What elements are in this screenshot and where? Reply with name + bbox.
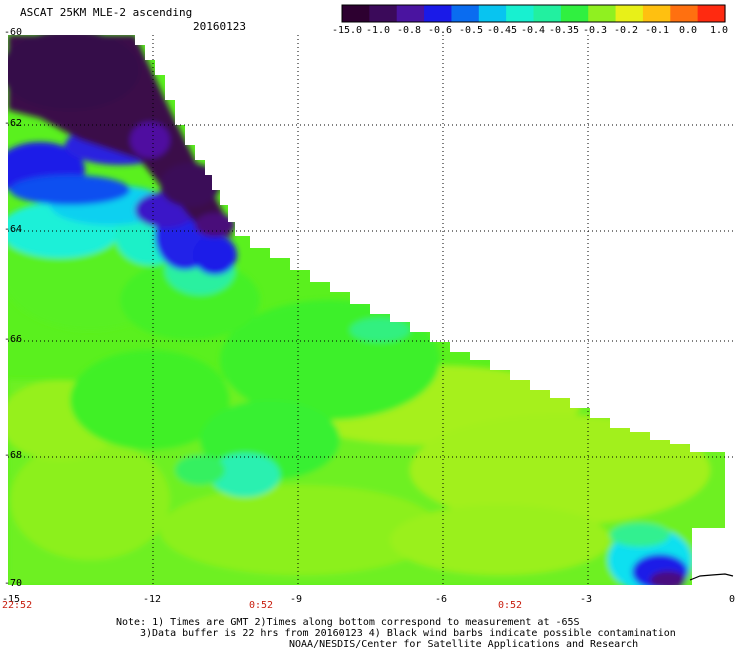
colorbar-cell bbox=[424, 5, 453, 22]
colorbar-cell bbox=[560, 5, 589, 22]
colorbar-label: -0.1 bbox=[644, 25, 670, 36]
colorbar-cell bbox=[697, 5, 726, 22]
graticule bbox=[8, 35, 733, 585]
lat-label: -64 bbox=[4, 224, 23, 235]
colorbar-label: -0.6 bbox=[427, 25, 453, 36]
note-line-2: 3)Data buffer is 22 hrs from 20160123 4)… bbox=[140, 628, 676, 639]
colorbar-cell bbox=[342, 5, 370, 22]
note-line-1: Note: 1) Times are GMT 2)Times along bot… bbox=[116, 617, 580, 628]
colorbar-label: -0.45 bbox=[486, 25, 518, 36]
lat-label: -62 bbox=[4, 118, 23, 129]
colorbar-label: 0.0 bbox=[678, 25, 698, 36]
lat-label: -70 bbox=[4, 578, 23, 589]
colorbar-label: -0.8 bbox=[396, 25, 422, 36]
colorbar-cell bbox=[588, 5, 617, 22]
colorbar-label: -0.4 bbox=[520, 25, 546, 36]
colorbar-label: -15.0 bbox=[331, 25, 363, 36]
colorbar-label: 1.0 bbox=[709, 25, 729, 36]
colorbar-label: -0.35 bbox=[548, 25, 580, 36]
note-line-3: NOAA/NESDIS/Center for Satellite Applica… bbox=[289, 639, 639, 650]
lat-label: -66 bbox=[4, 334, 23, 345]
lon-label: -6 bbox=[435, 594, 448, 605]
colorbar-cell bbox=[670, 5, 699, 22]
product-date: 20160123 bbox=[193, 20, 246, 33]
colorbar-label: -0.2 bbox=[613, 25, 639, 36]
colorbar-cell bbox=[533, 5, 562, 22]
time-label: 22:52 bbox=[2, 600, 33, 611]
wind-field bbox=[8, 35, 725, 585]
lon-label: -3 bbox=[580, 594, 593, 605]
colorbar-cell bbox=[396, 5, 425, 22]
colorbar-cell bbox=[451, 5, 480, 22]
colorbar-cell bbox=[615, 5, 644, 22]
time-label: 0:52 bbox=[249, 600, 274, 611]
colorbar bbox=[341, 4, 726, 23]
colorbar-cell bbox=[478, 5, 507, 22]
colorbar-label: -0.5 bbox=[458, 25, 484, 36]
lon-label: -12 bbox=[143, 594, 162, 605]
lat-label: -60 bbox=[4, 27, 23, 38]
product-title: ASCAT 25KM MLE-2 ascending bbox=[20, 6, 193, 19]
colorbar-cell bbox=[642, 5, 671, 22]
time-label: 0:52 bbox=[498, 600, 523, 611]
lon-label: -9 bbox=[290, 594, 303, 605]
colorbar-cell bbox=[369, 5, 398, 22]
lat-label: -68 bbox=[4, 450, 23, 461]
lon-label: -15 bbox=[2, 594, 21, 605]
lon-label: 0 bbox=[729, 594, 736, 605]
coastline bbox=[689, 573, 734, 581]
colorbar-label: -1.0 bbox=[365, 25, 391, 36]
colorbar-cell bbox=[506, 5, 535, 22]
colorbar-label: -0.3 bbox=[582, 25, 608, 36]
